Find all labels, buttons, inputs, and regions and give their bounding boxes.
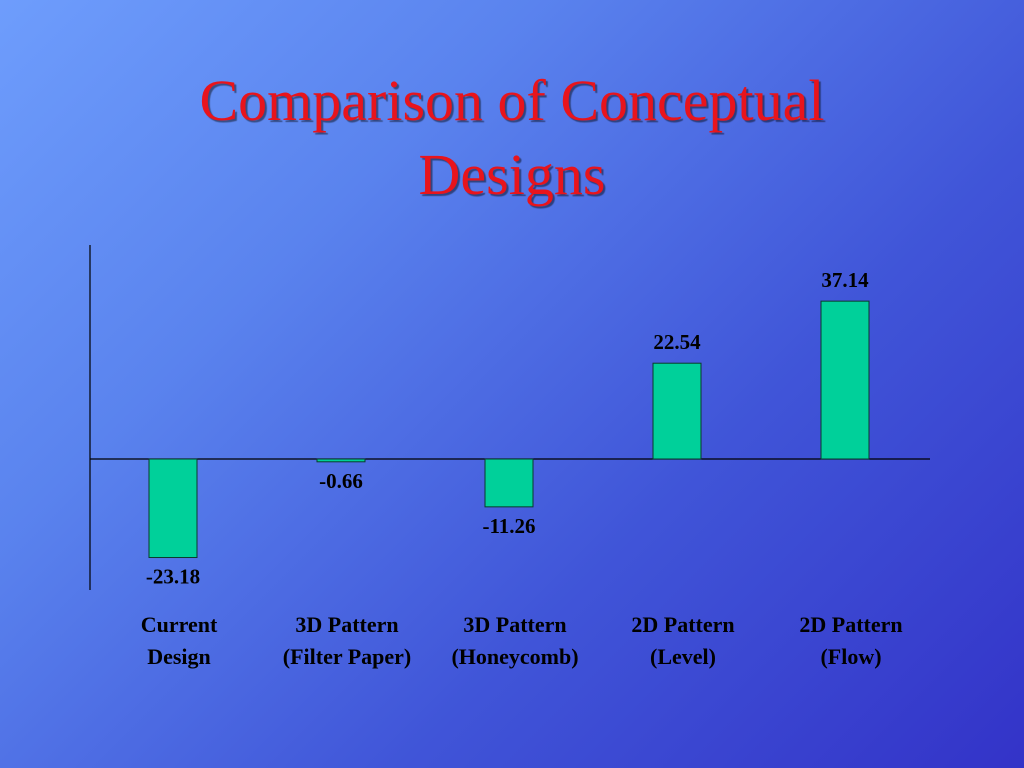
bar-4	[652, 362, 702, 460]
category-label-4-line-2: (Level)	[650, 644, 716, 669]
category-label-4: 2D Pattern (Level)	[631, 612, 734, 669]
bar-3	[484, 458, 534, 508]
category-label-2-line-1: 3D Pattern	[295, 612, 398, 637]
category-label-2-line-2: (Filter Paper)	[283, 644, 411, 669]
category-label-1: Current Design	[141, 612, 218, 669]
slide-title-line-1: Comparison of Conceptual	[199, 68, 825, 133]
category-label-5: 2D Pattern (Flow)	[799, 612, 902, 669]
data-label-2: -0.66	[319, 469, 363, 493]
category-label-1-line-2: Design	[147, 644, 211, 669]
category-label-3-line-1: 3D Pattern	[463, 612, 566, 637]
category-label-3-line-2: (Honeycomb)	[451, 644, 578, 669]
category-label-5-line-1: 2D Pattern	[799, 612, 902, 637]
data-label-5: 37.14	[821, 268, 869, 292]
bar-5	[820, 300, 870, 460]
category-label-4-line-1: 2D Pattern	[631, 612, 734, 637]
data-label-3: -11.26	[482, 514, 535, 538]
bar-1	[148, 458, 198, 559]
category-label-5-line-2: (Flow)	[820, 644, 881, 669]
slide-title: Comparison of Conceptual Designs	[0, 64, 1024, 212]
data-label-1: -23.18	[146, 565, 200, 589]
category-label-1-line-1: Current	[141, 612, 218, 637]
category-label-3: 3D Pattern (Honeycomb)	[451, 612, 578, 669]
bar-2	[316, 458, 366, 463]
slide-title-line-2: Designs	[418, 142, 606, 207]
category-label-2: 3D Pattern (Filter Paper)	[283, 612, 411, 669]
data-label-4: 22.54	[653, 330, 701, 354]
